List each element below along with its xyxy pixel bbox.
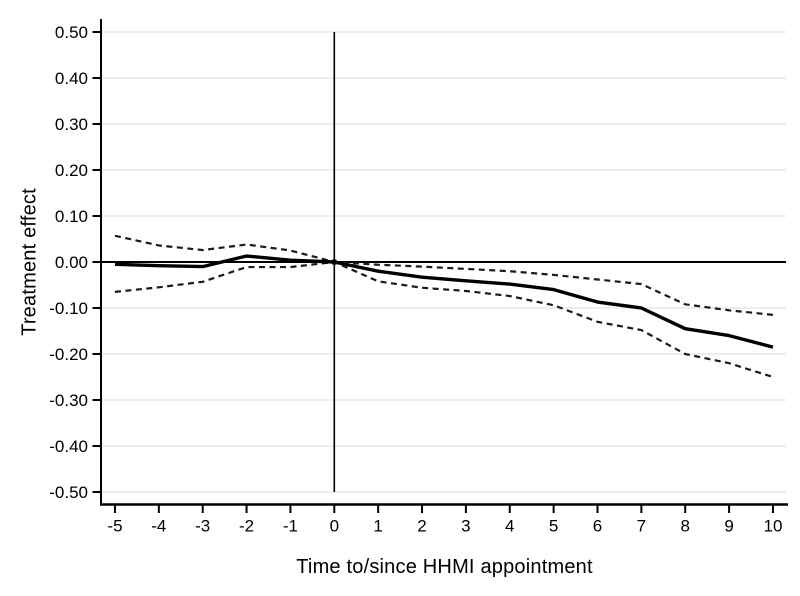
y-tick-label: -0.30: [49, 391, 88, 410]
y-tick-label: 0.50: [55, 23, 88, 42]
x-tick-label: -4: [151, 517, 166, 536]
y-axis-title: Treatment effect: [18, 188, 41, 336]
y-tick-label: -0.50: [49, 483, 88, 502]
x-tick-label: 10: [763, 517, 782, 536]
x-tick-label: -3: [195, 517, 210, 536]
series-ci-lower: [114, 260, 774, 379]
x-tick-label: 5: [549, 517, 558, 536]
x-tick-label: 4: [505, 517, 514, 536]
y-tick-label: -0.20: [49, 345, 88, 364]
y-tick-label: 0.10: [55, 207, 88, 226]
y-tick-label: 0.00: [55, 253, 88, 272]
x-tick-label: 7: [637, 517, 646, 536]
series-ci-upper: [114, 234, 774, 316]
x-tick-label: 0: [330, 517, 339, 536]
y-tick-label: -0.40: [49, 437, 88, 456]
x-tick-label: 6: [593, 517, 602, 536]
x-tick-label: -1: [283, 517, 298, 536]
x-tick-label: -5: [107, 517, 122, 536]
y-tick-label: -0.10: [49, 299, 88, 318]
y-tick-label: 0.30: [55, 115, 88, 134]
x-axis-title: Time to/since HHMI appointment: [296, 556, 593, 578]
series-treatment-effect: [114, 254, 774, 349]
x-tick-label: 8: [680, 517, 689, 536]
y-tick-label: 0.20: [55, 161, 88, 180]
x-tick-label: -2: [239, 517, 254, 536]
y-tick-label: 0.40: [55, 69, 88, 88]
origin-point-marker: [331, 259, 338, 265]
x-tick-label: 9: [724, 517, 733, 536]
x-tick-label: 1: [373, 517, 382, 536]
x-tick-label: 3: [461, 517, 470, 536]
x-tick-label: 2: [417, 517, 426, 536]
